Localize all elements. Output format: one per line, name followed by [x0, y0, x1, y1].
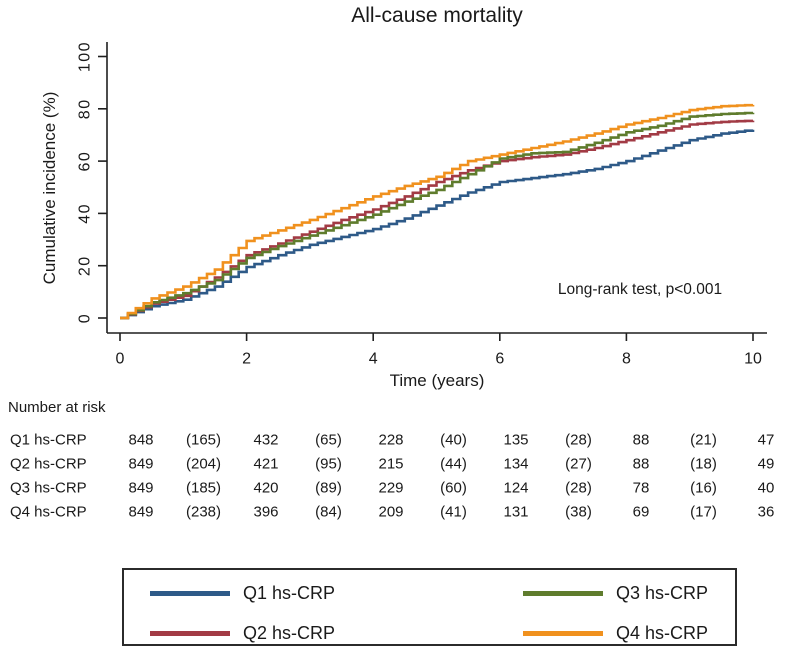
legend-line-swatch: [523, 590, 603, 596]
risk-row: Q1 hs-CRP 848 (165) 432 (65) 228 (40) 135 (28) 88…: [0, 428, 786, 452]
km-plot-area: 0 20 40 60 80 100 0 2 4 6 8 10: [77, 41, 767, 368]
x-tick-label: 0: [116, 351, 125, 368]
series-curve-q3: [120, 111, 755, 320]
y-tick-label: 80: [77, 98, 94, 119]
risk-row: Q3 hs-CRP 849 (185) 420 (89) 229 (60) 124 (28) 78…: [0, 476, 786, 500]
y-tick-label: 40: [77, 203, 94, 224]
risk-cell: (95): [315, 455, 342, 473]
risk-cell: 47: [757, 431, 775, 449]
risk-cell: 421: [253, 455, 279, 473]
legend-entry: Q2 hs-CRP: [150, 613, 335, 651]
risk-cell: 849: [128, 479, 154, 497]
risk-cell: (60): [440, 479, 467, 497]
risk-cell: 69: [632, 503, 650, 521]
legend-line-swatch: [150, 590, 230, 596]
risk-cell: 40: [757, 479, 775, 497]
legend-line-swatch: [523, 630, 603, 636]
legend-column-right: Q3 hs-CRP Q4 hs-CRP: [523, 573, 708, 651]
risk-cell: 131: [503, 503, 529, 521]
risk-row-label: Q2 hs-CRP: [10, 455, 87, 473]
x-tick-label: 10: [744, 351, 762, 368]
legend-label: Q1 hs-CRP: [243, 582, 336, 603]
legend-entry: Q3 hs-CRP: [523, 573, 708, 613]
risk-cell: 215: [378, 455, 404, 473]
risk-cell: (41): [440, 503, 467, 521]
legend-box: Q1 hs-CRP Q2 hs-CRP Q3 hs-CRP Q4 hs-CRP: [122, 568, 737, 646]
risk-row-label: Q4 hs-CRP: [10, 503, 87, 521]
risk-cell: (84): [315, 503, 342, 521]
y-tick-label: 0: [77, 313, 94, 323]
risk-cell: 849: [128, 503, 154, 521]
risk-cell: (16): [690, 479, 717, 497]
risk-cell: (18): [690, 455, 717, 473]
logrank-annotation: Long-rank test, p<0.001: [557, 281, 723, 298]
risk-cell: 124: [503, 479, 529, 497]
x-tick-label: 8: [622, 351, 631, 368]
risk-cell: (38): [565, 503, 592, 521]
risk-cell: 209: [378, 503, 404, 521]
risk-cell: (40): [440, 431, 467, 449]
x-tick-label: 6: [495, 351, 504, 368]
legend-column-left: Q1 hs-CRP Q2 hs-CRP: [150, 573, 335, 651]
x-tick-label: 4: [369, 351, 378, 368]
risk-row: Q2 hs-CRP 849 (204) 421 (95) 215 (44) 134 (27) 88…: [0, 452, 786, 476]
risk-cell: 432: [253, 431, 279, 449]
number-at-risk-table: Q1 hs-CRP 848 (165) 432 (65) 228 (40) 135 (28) 88…: [0, 428, 786, 524]
risk-cell: 88: [632, 431, 650, 449]
legend-label: Q3 hs-CRP: [616, 582, 709, 603]
risk-cell: 134: [503, 455, 529, 473]
risk-cell: 849: [128, 455, 154, 473]
risk-cell: (65): [315, 431, 342, 449]
risk-cell: 396: [253, 503, 279, 521]
y-tick-label: 20: [77, 255, 94, 276]
risk-cell: (89): [315, 479, 342, 497]
risk-cell: (28): [565, 431, 592, 449]
legend-entry: Q1 hs-CRP: [150, 573, 335, 613]
legend-label: Q4 hs-CRP: [616, 622, 709, 643]
risk-cell: (27): [565, 455, 592, 473]
risk-cell: 49: [757, 455, 775, 473]
risk-cell: (204): [185, 455, 222, 473]
risk-cell: 420: [253, 479, 279, 497]
legend-label: Q2 hs-CRP: [243, 622, 336, 643]
chart-title: All-cause mortality: [351, 4, 523, 27]
risk-cell: (44): [440, 455, 467, 473]
risk-cell: 88: [632, 455, 650, 473]
risk-cell: (28): [565, 479, 592, 497]
risk-cell: (17): [690, 503, 717, 521]
y-tick-label: 100: [77, 41, 94, 72]
risk-cell: 36: [757, 503, 775, 521]
risk-row-label: Q1 hs-CRP: [10, 431, 87, 449]
risk-cell: 78: [632, 479, 650, 497]
legend-entry: Q4 hs-CRP: [523, 613, 708, 651]
risk-row: Q4 hs-CRP 849 (238) 396 (84) 209 (41) 131 (38) 69…: [0, 500, 786, 524]
series-curve-q4: [120, 103, 755, 320]
series-curve-q2: [120, 119, 755, 320]
risk-cell: 229: [378, 479, 404, 497]
risk-cell: (21): [690, 431, 717, 449]
y-tick-label: 60: [77, 151, 94, 172]
risk-cell: 228: [378, 431, 404, 449]
risk-cell: (185): [185, 479, 222, 497]
number-at-risk-heading: Number at risk: [8, 399, 106, 416]
x-tick-label: 2: [242, 351, 251, 368]
risk-cell: (238): [185, 503, 222, 521]
legend-line-swatch: [150, 630, 230, 636]
x-axis-label: Time (years): [389, 371, 485, 390]
series-curve-q1: [120, 129, 755, 320]
risk-cell: 135: [503, 431, 529, 449]
risk-cell: (165): [185, 431, 222, 449]
risk-row-label: Q3 hs-CRP: [10, 479, 87, 497]
risk-cell: 848: [128, 431, 154, 449]
